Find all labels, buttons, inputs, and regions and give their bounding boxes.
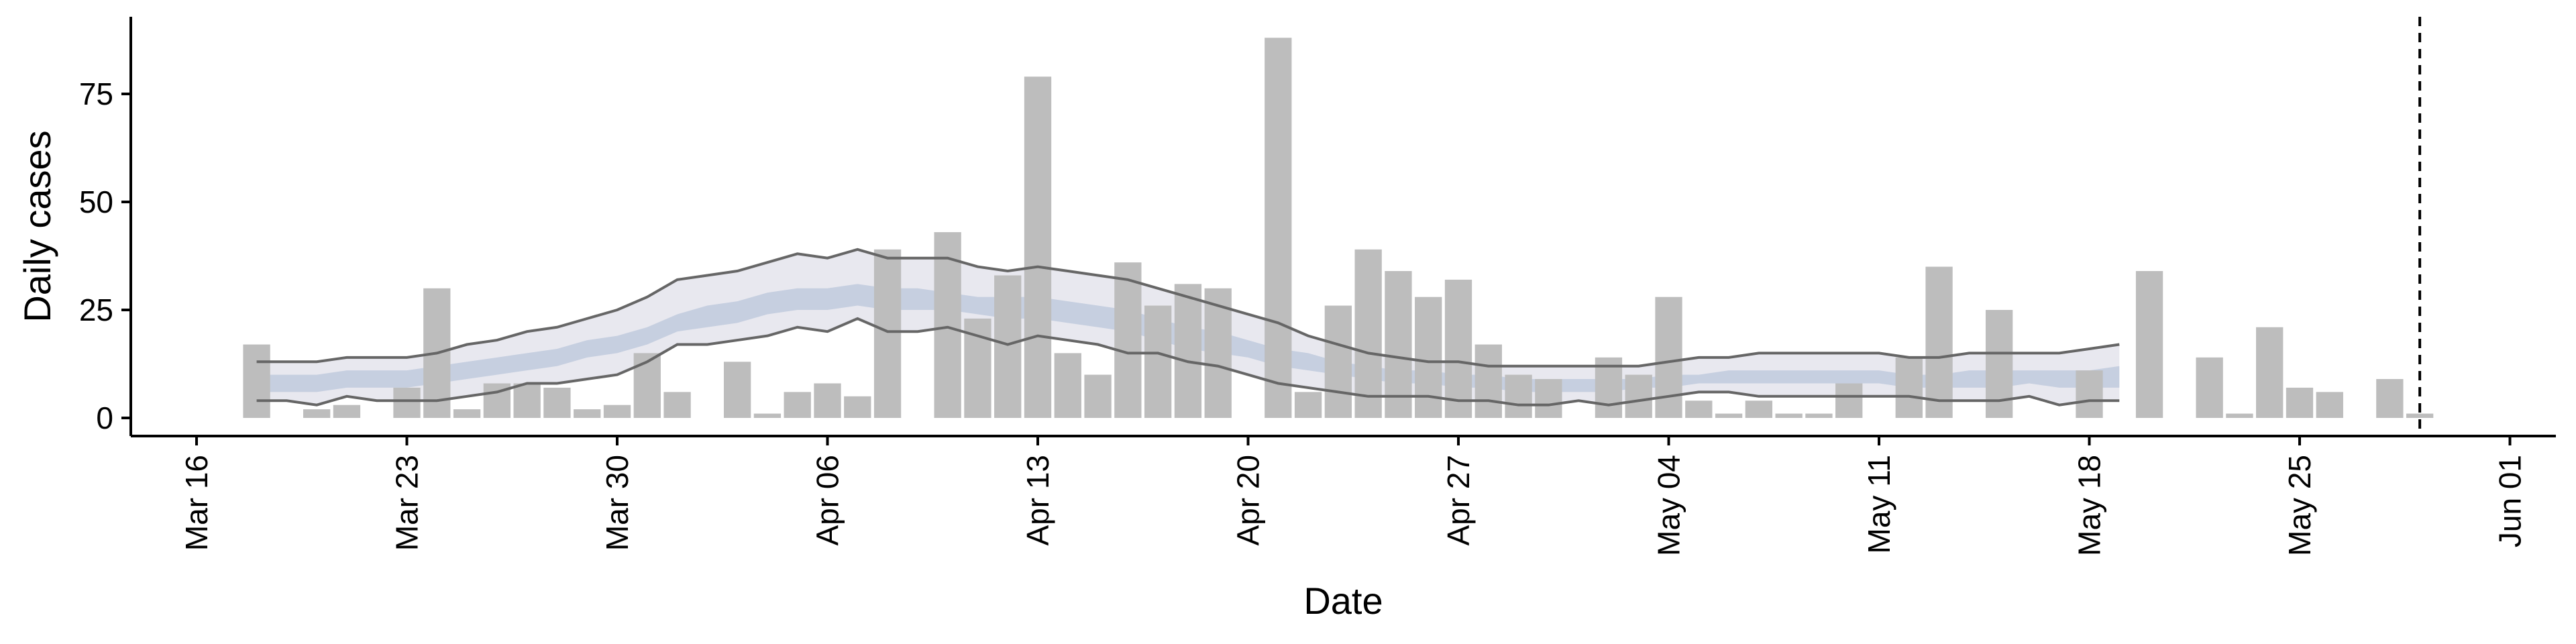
x-tick-label: Apr 06	[810, 455, 845, 546]
quantile-line-layer	[256, 248, 2120, 407]
x-axis-title: Date	[1303, 580, 1383, 622]
bar	[1385, 271, 1412, 418]
bar	[1474, 344, 1502, 418]
y-tick-label: 75	[79, 76, 113, 111]
bar	[2286, 387, 2314, 418]
x-tick-label: May 25	[2282, 455, 2317, 556]
bar	[453, 409, 481, 418]
bar	[1024, 76, 1052, 419]
bar	[393, 387, 421, 418]
x-tick-label: Mar 30	[600, 455, 635, 551]
bar	[633, 353, 661, 418]
bar	[2196, 357, 2223, 418]
y-tick-label: 25	[79, 292, 113, 327]
bar	[753, 413, 782, 418]
bar	[814, 383, 841, 418]
bar	[1625, 374, 1652, 418]
bar	[543, 387, 571, 418]
x-tick-label: May 18	[2072, 455, 2107, 556]
x-tick-label: May 11	[1862, 455, 1896, 553]
bar	[1505, 374, 1532, 418]
x-axis-ticks: Mar 16 Mar 23 Mar 30 Apr 06 Apr 13 Apr 20 Apr …	[179, 436, 2528, 556]
bar	[1324, 305, 1352, 418]
bar	[1595, 357, 1623, 418]
bar	[1174, 284, 1202, 418]
x-tick-label: Mar 16	[179, 455, 214, 551]
x-tick-label: Jun 01	[2493, 455, 2528, 547]
bar	[2406, 413, 2434, 418]
bar	[1204, 288, 1232, 418]
bar	[1415, 297, 1442, 418]
axes	[129, 17, 2556, 437]
bar	[1114, 262, 1142, 418]
quantile-line-lower	[256, 317, 2120, 407]
bar	[873, 249, 902, 418]
x-tick-label: Apr 27	[1441, 455, 1476, 546]
bar	[1265, 38, 1292, 418]
bar	[934, 232, 961, 418]
bar	[303, 409, 331, 418]
x-tick-label: May 04	[1652, 455, 1686, 556]
bar	[784, 392, 811, 418]
bar	[2316, 392, 2343, 418]
bar	[1835, 383, 1863, 418]
bar	[2135, 271, 2163, 418]
bar	[333, 405, 361, 418]
y-tick-label: 0	[96, 400, 113, 435]
bar	[603, 405, 631, 418]
bar	[2226, 413, 2253, 418]
bar	[2076, 370, 2103, 418]
bar	[723, 362, 751, 418]
bar	[663, 392, 691, 418]
x-tick-label: Apr 13	[1020, 455, 1055, 546]
x-tick-label: Mar 23	[390, 455, 425, 551]
bar	[513, 383, 541, 418]
bar	[1294, 392, 1322, 418]
bar	[994, 275, 1022, 418]
bar	[1805, 413, 1833, 418]
quantile-line-upper	[256, 248, 2120, 368]
bar	[1084, 374, 1112, 418]
bar	[243, 344, 270, 418]
bar	[844, 396, 871, 418]
bar	[1775, 413, 1803, 418]
bar	[1745, 400, 1773, 418]
bar	[1685, 400, 1713, 418]
bar	[1535, 379, 1562, 418]
y-axis-ticks: 0 25 50 75	[79, 76, 131, 435]
y-axis-title: Daily cases	[16, 130, 58, 322]
bar	[1655, 297, 1682, 418]
bar	[1144, 305, 1172, 418]
bar	[1444, 279, 1472, 418]
bar	[2376, 379, 2404, 418]
bar	[1715, 413, 1743, 418]
bar	[2256, 327, 2284, 418]
bar	[1054, 353, 1081, 418]
y-tick-label: 50	[79, 184, 113, 219]
bar	[1925, 266, 1953, 418]
bar	[1354, 249, 1382, 418]
bar	[1895, 357, 1923, 418]
x-tick-label: Apr 20	[1231, 455, 1266, 546]
bar	[574, 409, 601, 418]
